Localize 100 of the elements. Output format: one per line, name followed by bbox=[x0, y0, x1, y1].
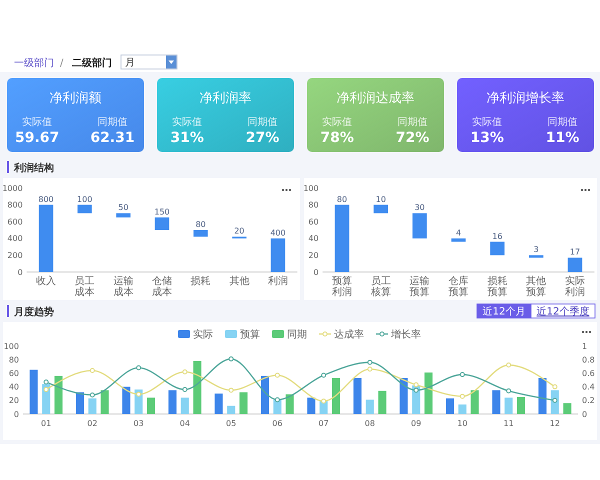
text: 78% bbox=[320, 130, 354, 146]
text: 实际值 bbox=[172, 116, 202, 128]
x-tick-label: 08 bbox=[364, 419, 375, 428]
bar bbox=[538, 378, 547, 414]
bar bbox=[30, 370, 38, 414]
bar bbox=[334, 204, 350, 272]
bar bbox=[168, 390, 177, 414]
bar bbox=[78, 204, 92, 214]
x-tick-label: 利润 bbox=[268, 275, 288, 287]
point bbox=[414, 382, 419, 388]
y2-tick-label: 1 bbox=[582, 342, 588, 351]
text: 月 bbox=[125, 58, 135, 68]
y-tick-label: 60 bbox=[8, 369, 19, 378]
x-tick-label: 运输预算 bbox=[410, 275, 430, 298]
bar bbox=[193, 360, 202, 414]
data-label: 400 bbox=[270, 228, 286, 238]
x-tick-label: 其他 bbox=[229, 275, 250, 287]
bar bbox=[286, 394, 294, 414]
y2-tick-label: 0.8 bbox=[582, 355, 595, 364]
legend-label: 增长率 bbox=[390, 328, 421, 340]
y-tick-label: 200 bbox=[7, 251, 23, 260]
text: 同期值 bbox=[547, 116, 578, 128]
bar bbox=[492, 390, 500, 414]
y-tick-label: 0 bbox=[314, 268, 319, 277]
bar bbox=[528, 255, 544, 258]
y-tick-label: 600 bbox=[7, 217, 23, 226]
point bbox=[228, 356, 234, 362]
x-tick-label: 员工成本 bbox=[74, 276, 95, 298]
x-tick-label: 其他预算 bbox=[526, 275, 546, 298]
y-tick-label: 0 bbox=[18, 268, 23, 277]
y-tick-label: 100 bbox=[303, 184, 319, 193]
bar bbox=[504, 398, 513, 414]
bar bbox=[470, 390, 479, 414]
y-tick-label: 1000 bbox=[2, 184, 23, 193]
x-tick-label: 11 bbox=[504, 419, 514, 428]
bar bbox=[146, 398, 156, 414]
legend-label: 实际 bbox=[193, 328, 213, 340]
bar bbox=[88, 398, 96, 414]
bar bbox=[239, 392, 248, 414]
point bbox=[228, 388, 234, 393]
point bbox=[506, 388, 512, 394]
bar bbox=[42, 384, 50, 414]
text: 27% bbox=[246, 130, 280, 146]
bar bbox=[214, 394, 223, 414]
y-tick-label: 20 bbox=[308, 251, 319, 260]
point bbox=[460, 372, 465, 378]
data-label: 16 bbox=[492, 232, 502, 241]
y2-tick-label: 0 bbox=[582, 410, 588, 419]
text: 31% bbox=[170, 130, 204, 146]
data-label: 4 bbox=[456, 228, 462, 238]
x-tick-label: 收入 bbox=[36, 275, 56, 287]
bar bbox=[400, 378, 408, 414]
point bbox=[460, 394, 465, 399]
y-tick-label: 100 bbox=[4, 342, 19, 351]
point bbox=[367, 360, 372, 365]
bar bbox=[378, 390, 386, 414]
text: 一级部门 bbox=[14, 57, 54, 69]
point bbox=[90, 392, 95, 398]
x-tick-label: 仓库预算 bbox=[448, 275, 468, 298]
x-tick-label: 运输成本 bbox=[113, 275, 134, 298]
bar bbox=[38, 204, 54, 272]
y-tick-label: 800 bbox=[7, 200, 23, 210]
data-label: 10 bbox=[376, 194, 386, 204]
point bbox=[367, 366, 372, 372]
bar bbox=[516, 397, 526, 414]
data-label: 30 bbox=[414, 203, 425, 212]
legend-label: 达成率 bbox=[334, 328, 364, 340]
bar bbox=[180, 398, 189, 414]
point bbox=[552, 398, 558, 403]
x-tick-label: 仓储成本 bbox=[152, 275, 172, 298]
y-tick-label: 0 bbox=[14, 410, 19, 419]
data-label: 17 bbox=[570, 248, 580, 257]
x-tick-label: 06 bbox=[272, 419, 282, 428]
bar bbox=[116, 213, 130, 218]
text: 62.31 bbox=[90, 130, 135, 146]
text: 同期值 bbox=[397, 116, 428, 128]
text: / bbox=[60, 58, 64, 69]
point bbox=[274, 397, 280, 402]
point bbox=[274, 372, 280, 378]
bar bbox=[568, 258, 582, 272]
text: 11% bbox=[546, 130, 580, 146]
x-tick-label: 04 bbox=[180, 419, 190, 428]
text: 净利润额 bbox=[50, 91, 102, 106]
bar bbox=[412, 213, 427, 238]
x-tick-label: 07 bbox=[318, 419, 329, 428]
point bbox=[44, 387, 49, 392]
legend-label: 预算 bbox=[240, 328, 260, 340]
bar bbox=[374, 204, 388, 214]
bar bbox=[424, 372, 433, 414]
bar bbox=[490, 242, 505, 256]
text: 同期值 bbox=[97, 116, 128, 128]
bar bbox=[307, 398, 316, 414]
y-tick-label: 80 bbox=[308, 200, 319, 210]
x-tick-label: 10 bbox=[457, 419, 468, 428]
text: 实际值 bbox=[22, 116, 52, 128]
x-tick-label: 03 bbox=[134, 419, 144, 428]
point bbox=[321, 372, 326, 378]
bar bbox=[122, 386, 130, 414]
text: 72% bbox=[396, 130, 430, 146]
text: 二级部门 bbox=[72, 57, 112, 69]
